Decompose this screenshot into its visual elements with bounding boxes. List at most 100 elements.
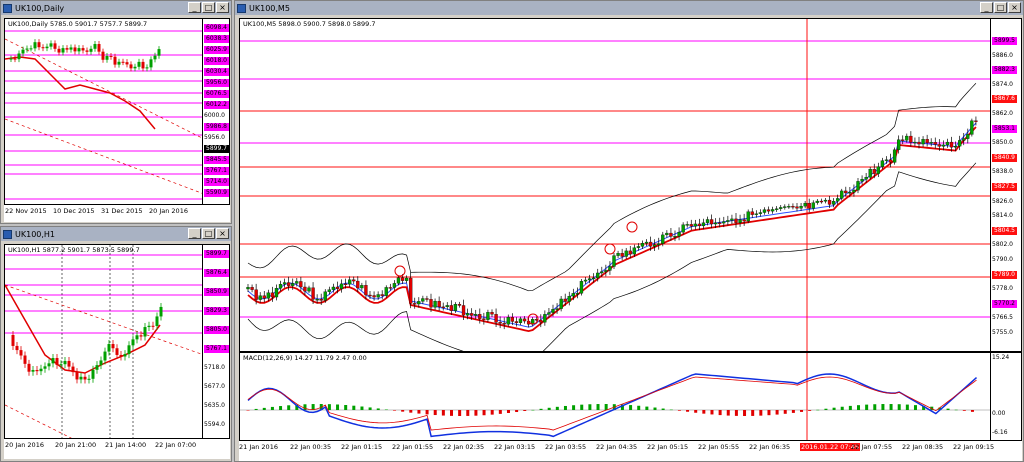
candle-body bbox=[29, 48, 33, 50]
candle-body bbox=[937, 144, 941, 147]
candle-body bbox=[95, 365, 99, 370]
maximize-button[interactable]: □ bbox=[202, 228, 215, 239]
price-label: 5838.0 bbox=[992, 168, 1013, 176]
candle-body bbox=[57, 48, 61, 53]
candle-body bbox=[933, 142, 937, 145]
minimize-button[interactable]: _ bbox=[980, 2, 993, 13]
candle-body bbox=[413, 303, 417, 305]
bollinger-lower bbox=[247, 162, 977, 351]
candle-body bbox=[714, 222, 718, 225]
macd-histogram-bar bbox=[547, 407, 551, 410]
signal-marker bbox=[604, 243, 616, 255]
candle-body bbox=[974, 120, 978, 122]
candle-body bbox=[758, 212, 763, 214]
candle-body bbox=[133, 66, 137, 69]
h1-plot-area[interactable]: UK100,H1 5877.2 5901.7 5873.5 5899.7 bbox=[4, 244, 203, 439]
candle-body bbox=[677, 231, 681, 237]
candle-body bbox=[299, 281, 303, 288]
time-label: 21 Jan 2016 bbox=[239, 443, 278, 451]
close-button[interactable]: × bbox=[216, 2, 229, 13]
macd-histogram-bar bbox=[596, 404, 600, 410]
m5-chart-window[interactable]: UK100,M5 _ □ × UK100,M5 5898.0 5900.7 58… bbox=[234, 0, 1024, 462]
price-label: 6076.5 bbox=[204, 90, 229, 98]
macd-histogram-bar bbox=[946, 408, 950, 410]
candle-body bbox=[693, 223, 697, 227]
price-label: 0.00 bbox=[992, 410, 1006, 417]
candle-body bbox=[742, 219, 746, 222]
candle-body bbox=[79, 376, 83, 380]
candle-body bbox=[384, 287, 388, 296]
daily-plot-area[interactable]: UK100,Daily 5785.0 5901.7 5757.7 5899.7 bbox=[4, 18, 203, 205]
moving-average-line bbox=[5, 284, 161, 374]
candle-body bbox=[913, 141, 917, 144]
candle-body bbox=[929, 142, 933, 144]
candle-body bbox=[762, 209, 767, 213]
macd-histogram-bar bbox=[254, 408, 258, 410]
m5-price-axis[interactable]: 5899.5 5886.0 5882.3 5874.0 5867.6 5862.0 5853… bbox=[991, 18, 1022, 352]
h1-chart-window[interactable]: UK100,H1 _ □ × UK100,H1 5877.2 5901.7 58… bbox=[0, 226, 232, 462]
m5-titlebar[interactable]: UK100,M5 _ □ × bbox=[235, 1, 1023, 15]
maximize-button[interactable]: □ bbox=[202, 2, 215, 13]
price-label: 6030.4 bbox=[204, 68, 229, 76]
candle-body bbox=[343, 283, 348, 286]
price-label: 5677.0 bbox=[204, 383, 225, 390]
macd-histogram-bar bbox=[954, 409, 958, 411]
candle-body bbox=[35, 369, 39, 372]
candle-body bbox=[83, 376, 87, 380]
time-label: 22 Nov 2015 bbox=[5, 207, 47, 215]
time-label: 22 Jan 04:35 bbox=[596, 443, 638, 451]
price-label: 6018.0 bbox=[204, 57, 229, 65]
candle-body bbox=[791, 206, 795, 208]
price-label: 5778.0 bbox=[992, 285, 1013, 293]
candle-body bbox=[31, 369, 35, 372]
macd-histogram-bar bbox=[767, 410, 771, 416]
candle-body bbox=[39, 368, 43, 372]
macd-histogram-bar bbox=[848, 405, 852, 410]
h1-titlebar[interactable]: UK100,H1 _ □ × bbox=[1, 227, 231, 241]
price-label: 5594.0 bbox=[204, 421, 225, 428]
macd-histogram-bar bbox=[808, 410, 812, 411]
h1-info-label: UK100,H1 5877.2 5901.7 5873.5 5899.7 bbox=[8, 246, 140, 254]
close-button[interactable]: × bbox=[1008, 2, 1021, 13]
daily-chart-window[interactable]: UK100,Daily _ □ × UK100,Daily 5785.0 590… bbox=[0, 0, 232, 224]
candle-body bbox=[461, 305, 466, 316]
candle-body bbox=[123, 354, 127, 357]
candle-body bbox=[502, 323, 506, 325]
minimize-button[interactable]: _ bbox=[188, 228, 201, 239]
candle-body bbox=[600, 271, 604, 274]
candle-body bbox=[722, 221, 726, 224]
candle-body bbox=[848, 191, 852, 194]
candle-body bbox=[636, 246, 641, 248]
daily-titlebar[interactable]: UK100,Daily _ □ × bbox=[1, 1, 231, 15]
candle-body bbox=[69, 47, 73, 50]
price-label: 6098.4 bbox=[204, 24, 229, 32]
macd-histogram-bar bbox=[482, 410, 486, 416]
price-label: 5899.7 bbox=[204, 250, 229, 258]
macd-histogram-bar bbox=[344, 405, 348, 410]
macd-histogram-bar bbox=[677, 410, 681, 411]
candle-body bbox=[113, 56, 117, 65]
candle-body bbox=[376, 294, 380, 298]
candle-body bbox=[262, 295, 266, 299]
candle-body bbox=[901, 139, 905, 141]
maximize-button[interactable]: □ bbox=[994, 2, 1007, 13]
candle-body bbox=[425, 298, 429, 300]
candle-body bbox=[827, 199, 832, 205]
h1-price-axis[interactable]: 5899.7 5876.4 5850.9 5829.3 5805.0 5767.1 5718… bbox=[203, 244, 230, 439]
candle-body bbox=[681, 224, 685, 233]
close-button[interactable]: × bbox=[216, 228, 229, 239]
macd-indicator-area[interactable]: MACD(12,26,9) 14.27 11.79 2.47 0.00 bbox=[239, 352, 991, 441]
macd-histogram-bar bbox=[539, 408, 543, 410]
candle-body bbox=[750, 211, 754, 215]
time-label: 22 Jan 03:55 bbox=[545, 443, 587, 451]
macd-histogram-bar bbox=[466, 410, 470, 416]
candle-body bbox=[705, 219, 710, 223]
macd-value-axis: 15.24 0.00 -6.16 bbox=[991, 352, 1022, 441]
candle-body bbox=[291, 283, 295, 286]
candle-body bbox=[315, 299, 319, 301]
minimize-button[interactable]: _ bbox=[188, 2, 201, 13]
daily-price-axis[interactable]: 6098.4 6038.3 6025.9 6018.0 6030.4 5956.0 6076… bbox=[203, 18, 230, 205]
m5-plot-area[interactable]: UK100,M5 5898.0 5900.7 5898.0 5899.7 bbox=[239, 18, 991, 352]
candle-body bbox=[421, 298, 425, 302]
candle-body bbox=[539, 319, 543, 323]
